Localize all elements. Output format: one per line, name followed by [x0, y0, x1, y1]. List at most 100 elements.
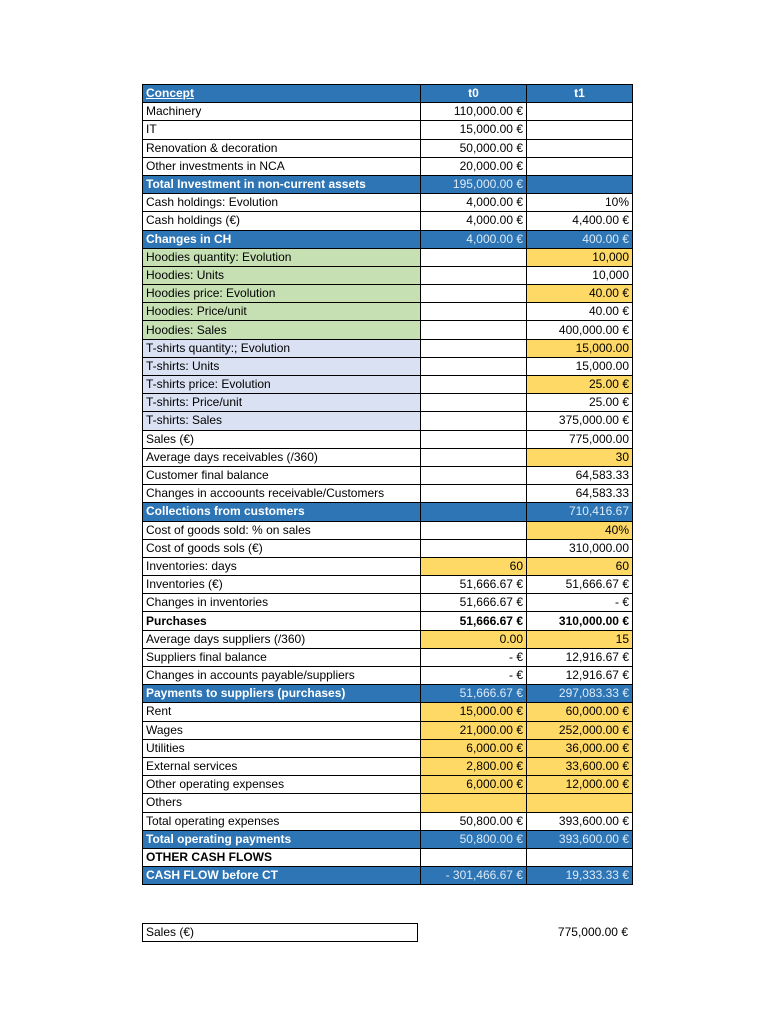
cell-t0[interactable]: 51,666.67 €	[420, 593, 527, 613]
row-label[interactable]: Collections from customers	[142, 502, 421, 522]
row-label[interactable]: Average days suppliers (/360)	[142, 629, 421, 649]
row-label[interactable]: Inventories: days	[142, 556, 421, 577]
cell-t1[interactable]: 64,583.33	[526, 465, 633, 486]
cell-t1[interactable]: 12,000.00 €	[526, 775, 633, 795]
header-t0[interactable]: t0	[420, 83, 527, 104]
row-label[interactable]: Cash holdings (€)	[142, 211, 421, 231]
cell-t1[interactable]: 252,000.00 €	[526, 720, 633, 740]
row-label[interactable]: CASH FLOW before CT	[142, 866, 421, 886]
cell-t0[interactable]: 60	[420, 556, 527, 577]
row-label[interactable]: Renovation & decoration	[142, 138, 421, 158]
cell-t1[interactable]	[526, 156, 633, 176]
row-label[interactable]: Cost of goods sols (€)	[142, 538, 421, 558]
header-concept[interactable]: Concept	[142, 83, 421, 104]
row-label[interactable]: Utilities	[142, 738, 421, 758]
cell-t1[interactable]: 40.00 €	[526, 302, 633, 322]
cell-t0[interactable]	[420, 320, 527, 340]
row-label[interactable]: Sales (€)	[142, 429, 421, 449]
row-label[interactable]: Total Investment in non-current assets	[142, 174, 421, 195]
cell-t1[interactable]: 10,000	[526, 247, 633, 267]
cell-t0[interactable]	[420, 447, 527, 467]
cell-t0[interactable]: 2,800.00 €	[420, 756, 527, 777]
row-label[interactable]: Purchases	[142, 611, 421, 631]
cell-t1[interactable]: 36,000.00 €	[526, 738, 633, 758]
row-label[interactable]: Total operating payments	[142, 829, 421, 849]
cell-t0[interactable]: 195,000.00 €	[420, 174, 527, 195]
cell-t1[interactable]: 393,600.00 €	[526, 811, 633, 831]
row-label[interactable]: Other operating expenses	[142, 775, 421, 795]
cell-t0[interactable]	[420, 793, 527, 813]
cell-t1[interactable]: 19,333.33 €	[526, 866, 633, 886]
cell-t0[interactable]	[420, 338, 527, 358]
cell-t0[interactable]: 110,000.00 €	[420, 102, 527, 122]
cell-t1[interactable]: 40%	[526, 520, 633, 540]
cell-t1[interactable]	[526, 102, 633, 122]
row-label[interactable]: Hoodies price: Evolution	[142, 284, 421, 304]
row-label[interactable]: Wages	[142, 720, 421, 740]
cell-t0[interactable]	[420, 284, 527, 304]
row-label[interactable]: Other investments in NCA	[142, 156, 421, 176]
cell-t0[interactable]: 50,000.00 €	[420, 138, 527, 158]
cell-t1[interactable]	[526, 120, 633, 140]
row-label[interactable]: Payments to suppliers (purchases)	[142, 684, 421, 704]
cell-t1[interactable]	[526, 174, 633, 195]
cell-t1[interactable]: 15,000.00	[526, 356, 633, 377]
cell-t1[interactable]: 10,000	[526, 265, 633, 286]
row-label[interactable]: T-shirts price: Evolution	[142, 374, 421, 395]
row-label[interactable]: Changes in inventories	[142, 593, 421, 613]
cell-t0[interactable]: - 301,466.67 €	[420, 866, 527, 886]
cell-t0[interactable]	[420, 465, 527, 486]
cell-t1[interactable]: 710,416.67	[526, 502, 633, 522]
row-label[interactable]: Cost of goods sold: % on sales	[142, 520, 421, 540]
summary-sales-label[interactable]: Sales (€)	[142, 923, 418, 942]
cell-t0[interactable]: 20,000.00 €	[420, 156, 527, 176]
cell-t1[interactable]: 310,000.00	[526, 538, 633, 558]
row-label[interactable]: Cash holdings: Evolution	[142, 193, 421, 213]
cell-t0[interactable]	[420, 484, 527, 504]
cell-t1[interactable]: 393,600.00 €	[526, 829, 633, 849]
cell-t0[interactable]: 50,800.00 €	[420, 829, 527, 849]
cell-t0[interactable]	[420, 374, 527, 395]
cell-t0[interactable]	[420, 847, 527, 868]
cell-t0[interactable]: 4,000.00 €	[420, 211, 527, 231]
cell-t1[interactable]: 400.00 €	[526, 229, 633, 249]
cell-t0[interactable]: 51,666.67 €	[420, 684, 527, 704]
cell-t1[interactable]	[526, 847, 633, 868]
row-label[interactable]: Average days receivables (/360)	[142, 447, 421, 467]
cell-t1[interactable]: 375,000.00 €	[526, 411, 633, 431]
row-label[interactable]: Others	[142, 793, 421, 813]
cell-t0[interactable]	[420, 302, 527, 322]
cell-t1[interactable]	[526, 138, 633, 158]
row-label[interactable]: T-shirts: Price/unit	[142, 393, 421, 413]
cell-t0[interactable]	[420, 356, 527, 377]
cell-t0[interactable]: 51,666.67 €	[420, 611, 527, 631]
cell-t1[interactable]: 64,583.33	[526, 484, 633, 504]
cell-t1[interactable]: 33,600.00 €	[526, 756, 633, 777]
cell-t1[interactable]: 40.00 €	[526, 284, 633, 304]
cell-t0[interactable]	[420, 538, 527, 558]
cell-t1[interactable]: 12,916.67 €	[526, 665, 633, 686]
cell-t0[interactable]	[420, 520, 527, 540]
cell-t0[interactable]: 50,800.00 €	[420, 811, 527, 831]
row-label[interactable]: Hoodies quantity: Evolution	[142, 247, 421, 267]
row-label[interactable]: Suppliers final balance	[142, 647, 421, 668]
cell-t0[interactable]: 15,000.00 €	[420, 120, 527, 140]
row-label[interactable]: Hoodies: Sales	[142, 320, 421, 340]
row-label[interactable]: Changes in accounts payable/suppliers	[142, 665, 421, 686]
row-label[interactable]: Changes in CH	[142, 229, 421, 249]
cell-t1[interactable]: 60,000.00 €	[526, 702, 633, 722]
row-label[interactable]: IT	[142, 120, 421, 140]
cell-t1[interactable]: 297,083.33 €	[526, 684, 633, 704]
cell-t1[interactable]: - €	[526, 593, 633, 613]
row-label[interactable]: External services	[142, 756, 421, 777]
cell-t0[interactable]: - €	[420, 665, 527, 686]
cell-t1[interactable]: 30	[526, 447, 633, 467]
cell-t1[interactable]: 51,666.67 €	[526, 575, 633, 595]
cell-t1[interactable]	[526, 793, 633, 813]
row-label[interactable]: Changes in accoounts receivable/Customer…	[142, 484, 421, 504]
cell-t0[interactable]: 15,000.00 €	[420, 702, 527, 722]
cell-t0[interactable]: 21,000.00 €	[420, 720, 527, 740]
row-label[interactable]: T-shirts: Sales	[142, 411, 421, 431]
row-label[interactable]: Customer final balance	[142, 465, 421, 486]
row-label[interactable]: Total operating expenses	[142, 811, 421, 831]
